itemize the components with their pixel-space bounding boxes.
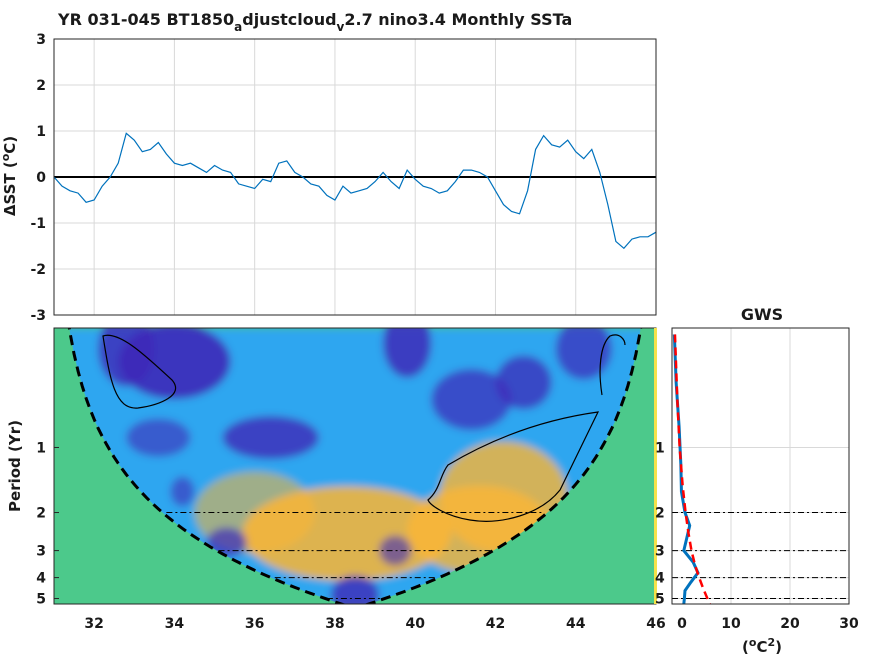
gws-ytick-label: 1 bbox=[655, 440, 665, 456]
sst-anomaly-line bbox=[53, 132, 657, 250]
wavelet-plot-area bbox=[54, 328, 656, 604]
gws-xtick-label: 0 bbox=[677, 616, 687, 632]
cone-of-influence bbox=[67, 328, 643, 604]
wavelet-xtick-label: 46 bbox=[646, 616, 665, 632]
wavelet-ytick-label: 2 bbox=[36, 506, 46, 522]
wavelet-xtick-label: 36 bbox=[245, 616, 264, 632]
wavelet-xtick-label: 40 bbox=[405, 616, 425, 632]
power-blob bbox=[206, 527, 247, 558]
reference-period-lines bbox=[166, 512, 544, 600]
gws-ytick-label: 2 bbox=[655, 506, 665, 522]
gws-ytick-label: 3 bbox=[655, 544, 665, 560]
gws-xtick-label: 30 bbox=[839, 616, 859, 632]
wavelet-xtick-label: 44 bbox=[566, 616, 586, 632]
power-blob bbox=[222, 416, 319, 460]
timeseries-ytick-label: 2 bbox=[36, 78, 46, 94]
significance-contour-topright bbox=[599, 334, 626, 396]
timeseries-ytick-label: -1 bbox=[30, 216, 46, 232]
wavelet-xtick-label: 38 bbox=[325, 616, 344, 632]
gws-xticks: 0 10 20 30 bbox=[677, 616, 859, 632]
timeseries-ytick-label: 3 bbox=[36, 32, 46, 48]
wavelet-ytick-label: 4 bbox=[36, 571, 46, 587]
timeseries-ytick-label: -2 bbox=[30, 262, 46, 278]
title-sub-v: v bbox=[337, 20, 345, 34]
timeseries-yticks: 3 2 1 0 -1 -2 -3 bbox=[30, 32, 46, 324]
gws-title: GWS bbox=[741, 305, 783, 324]
chart-title: YR 031-045 BT1850adjustcloudv2.7 nino3.4… bbox=[57, 10, 572, 34]
title-part-1: YR 031-045 BT1850 bbox=[57, 10, 234, 29]
gws-xlabel: (oC2) bbox=[742, 636, 782, 656]
gws-background bbox=[672, 328, 849, 604]
gws-xtick-label: 20 bbox=[780, 616, 800, 632]
power-blob bbox=[495, 355, 552, 410]
gws-ytick-label: 5 bbox=[655, 592, 665, 608]
gws-reference-lines bbox=[672, 512, 849, 600]
significance-contour-left bbox=[102, 334, 177, 409]
power-blob bbox=[379, 535, 412, 566]
timeseries-ytick-label: -3 bbox=[30, 308, 46, 324]
wavelet-ylabel: Period (Yr) bbox=[6, 420, 24, 512]
significance-contours bbox=[102, 334, 626, 522]
title-sub-a: a bbox=[234, 20, 242, 34]
gws-xtick-label: 10 bbox=[721, 616, 741, 632]
power-blob bbox=[431, 368, 512, 431]
power-blob bbox=[126, 418, 191, 457]
timeseries-ytick-label: 0 bbox=[36, 170, 46, 186]
wavelet-ytick-label: 5 bbox=[36, 592, 46, 608]
timeseries-ylabel: ΔSST (oC) bbox=[0, 136, 19, 216]
colorbar-edge bbox=[654, 328, 657, 604]
power-blob bbox=[330, 575, 380, 604]
timeseries-panel: 3 2 1 0 -1 -2 -3 ΔSST (oC) bbox=[0, 32, 657, 324]
wavelet-ytick-label: 3 bbox=[36, 544, 46, 560]
power-blob bbox=[555, 328, 612, 380]
timeseries-ytick-label: 1 bbox=[36, 124, 46, 140]
wavelet-xtick-label: 34 bbox=[165, 616, 185, 632]
power-blob bbox=[170, 476, 195, 507]
wavelet-ytick-label: 1 bbox=[36, 440, 46, 456]
gws-lines bbox=[672, 334, 711, 605]
title-part-3: 2.7 nino3.4 Monthly SSTa bbox=[344, 10, 572, 29]
power-blob bbox=[98, 328, 155, 387]
power-blob bbox=[383, 328, 432, 378]
gws-panel: GWS 1 2 3 4 5 0 10 20 30 (oC2) bbox=[655, 305, 859, 656]
title-part-2: djustcloud bbox=[242, 10, 336, 29]
gws-significance-line bbox=[673, 334, 711, 605]
wavelet-yticks: 1 2 3 4 5 bbox=[36, 440, 59, 608]
significance-contour-right bbox=[427, 411, 600, 522]
gws-frame bbox=[671, 327, 850, 605]
wavelet-xtick-label: 42 bbox=[486, 616, 505, 632]
wavelet-xtick-label: 32 bbox=[84, 616, 103, 632]
gws-yticks: 1 2 3 4 5 bbox=[655, 440, 665, 607]
timeseries-frame bbox=[53, 38, 657, 316]
wavelet-xticks: 32 34 36 38 40 42 44 46 bbox=[84, 616, 665, 632]
gws-ytick-label: 4 bbox=[655, 571, 665, 587]
